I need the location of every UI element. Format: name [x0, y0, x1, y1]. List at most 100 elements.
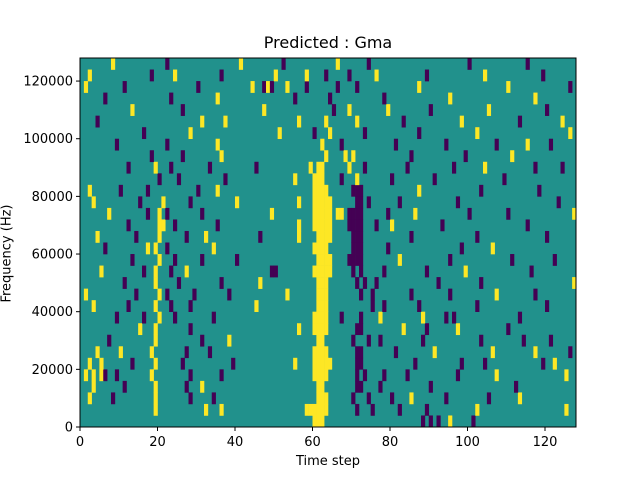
heatmap-cell	[455, 196, 461, 209]
heatmap-cell	[153, 161, 158, 174]
heatmap-cell	[269, 265, 275, 278]
heatmap-cell	[428, 104, 433, 116]
heatmap-cell	[169, 300, 174, 312]
heatmap-cell	[525, 219, 530, 232]
heatmap-cell	[153, 265, 158, 278]
heatmap-cell	[382, 369, 387, 382]
heatmap-cell	[273, 265, 278, 278]
heatmap-cell	[157, 207, 162, 220]
heatmap-cell	[157, 230, 162, 243]
heatmap-cell	[320, 196, 325, 209]
heatmap-cell	[320, 311, 325, 324]
heatmap-cell	[359, 184, 364, 197]
heatmap-cell	[502, 173, 507, 186]
heatmap-cell	[238, 58, 244, 70]
y-tick-label: 40000	[32, 305, 73, 320]
heatmap-cell	[176, 277, 182, 289]
heatmap-cell	[180, 150, 185, 163]
heatmap-cell	[215, 92, 220, 105]
heatmap-cell	[359, 311, 364, 324]
heatmap-cell	[87, 392, 92, 405]
heatmap-cell	[103, 242, 108, 255]
heatmap-cell	[444, 311, 449, 324]
heatmap-cell	[405, 369, 410, 382]
heatmap-cell	[537, 184, 542, 197]
heatmap-cell	[328, 254, 333, 266]
heatmap-cell	[448, 92, 453, 105]
heatmap-cell	[390, 392, 395, 405]
heatmap-cell	[421, 415, 426, 428]
heatmap-cell	[83, 288, 89, 301]
heatmap-cell	[316, 230, 321, 243]
heatmap-cell	[328, 207, 333, 220]
heatmap-cell	[204, 403, 209, 416]
heatmap-cell	[335, 81, 340, 93]
heatmap-cell	[324, 392, 329, 405]
heatmap-cell	[490, 242, 495, 255]
plot-frame	[79, 57, 577, 428]
heatmap-cell	[347, 161, 352, 174]
heatmap-cell	[316, 357, 321, 370]
heatmap-cell	[533, 346, 538, 359]
heatmap-cell	[235, 254, 240, 266]
heatmap-cell	[316, 184, 321, 197]
heatmap-cell	[564, 369, 569, 382]
heatmap-cell	[548, 334, 554, 347]
heatmap-cell	[122, 81, 127, 93]
heatmap-cell	[173, 69, 178, 82]
heatmap-cell	[424, 69, 430, 82]
heatmap-cell	[316, 369, 321, 382]
heatmap-cell	[316, 207, 321, 220]
heatmap-cell	[370, 288, 375, 301]
heatmap-cell	[355, 357, 360, 370]
heatmap-cell	[153, 242, 158, 255]
heatmap-cell	[324, 403, 329, 416]
heatmap-cell	[130, 104, 135, 116]
heatmap-cell	[467, 207, 472, 220]
heatmap-cell	[494, 288, 499, 301]
y-axis-label: Frequency (Hz)	[0, 204, 15, 303]
heatmap-cell	[107, 334, 112, 347]
heatmap-cell	[169, 161, 174, 174]
heatmap-cell	[378, 334, 383, 347]
heatmap-cell	[533, 288, 538, 301]
heatmap-cell	[188, 300, 193, 312]
heatmap-cell	[173, 311, 178, 324]
heatmap-cell	[320, 323, 325, 336]
heatmap-cell	[297, 219, 302, 232]
heatmap-cell	[568, 127, 573, 140]
heatmap-cell	[324, 323, 329, 336]
heatmap-cell	[351, 230, 356, 243]
heatmap-cell	[417, 184, 422, 197]
heatmap-cell	[153, 277, 158, 289]
heatmap-cell	[401, 323, 406, 336]
heatmap-cell	[320, 300, 325, 312]
heatmap-cell	[130, 254, 135, 266]
heatmap-cell	[552, 254, 557, 266]
heatmap-cell	[324, 69, 329, 82]
x-tick-label: 40	[227, 435, 244, 450]
heatmap-cell	[95, 230, 100, 243]
heatmap-cell	[556, 196, 561, 209]
heatmap-cell	[328, 196, 333, 209]
heatmap-cell	[421, 311, 426, 324]
heatmap-cell	[486, 104, 492, 116]
heatmap-cell	[452, 311, 457, 324]
heatmap-cell	[366, 392, 371, 405]
heatmap-cell	[393, 138, 399, 151]
heatmap-cell	[161, 196, 166, 209]
heatmap-cell	[87, 184, 92, 197]
heatmap-cell	[370, 300, 375, 312]
heatmap-cell	[339, 138, 344, 151]
heatmap-cell	[467, 58, 472, 70]
x-tick-label: 0	[76, 435, 84, 450]
heatmap-cell	[316, 254, 321, 266]
heatmap-cell	[506, 323, 511, 336]
heatmap-cell	[347, 254, 352, 266]
heatmap-cell	[362, 277, 368, 289]
heatmap-cell	[126, 219, 131, 232]
heatmap-cell	[560, 115, 565, 128]
heatmap-cell	[320, 138, 325, 151]
heatmap-cell	[316, 242, 321, 255]
heatmap-cell	[463, 265, 468, 278]
